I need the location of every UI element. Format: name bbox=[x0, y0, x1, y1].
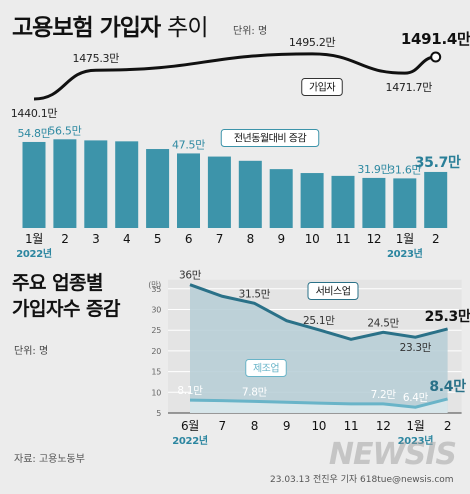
bar-5 bbox=[177, 153, 200, 228]
page-title-bold: 고용보험 가입자 bbox=[12, 15, 161, 41]
total-line-end-marker bbox=[430, 51, 442, 63]
bar-label-13: 35.7만 bbox=[415, 155, 461, 171]
manufacturing-label-6: 7.2만 bbox=[371, 389, 397, 401]
area-xtick-5: 11 bbox=[344, 419, 359, 433]
bar-xtick-1: 2 bbox=[61, 232, 68, 246]
bar-xtick-6: 7 bbox=[216, 232, 223, 246]
area-ytick-25: 25 bbox=[151, 326, 161, 335]
section2-unit: 단위: 명 bbox=[14, 346, 49, 357]
bar-label-5: 47.5만 bbox=[172, 138, 205, 151]
section2-title-line1: 주요 업종별 bbox=[12, 272, 104, 294]
bar-xtick-7: 8 bbox=[247, 232, 254, 246]
bar-10 bbox=[331, 175, 355, 228]
manufacturing-label-7: 6.4만 bbox=[403, 392, 429, 404]
area-ytick-35: 35 bbox=[151, 285, 161, 294]
total-line-legend-callout-box bbox=[301, 78, 343, 96]
area-xtick-6: 12 bbox=[376, 419, 391, 433]
area-ytick-20: 20 bbox=[151, 347, 161, 356]
manufacturing-label-2: 7.8만 bbox=[242, 386, 268, 398]
bar-8 bbox=[269, 169, 293, 228]
bar-2 bbox=[84, 140, 108, 228]
service-label-6: 24.5만 bbox=[367, 317, 399, 329]
bar-label-0: 54.8만 bbox=[17, 127, 50, 140]
area-xtick-8: 2 bbox=[444, 419, 451, 433]
area-xtick-0: 6월 bbox=[181, 419, 199, 433]
bar-legend-callout-box bbox=[220, 129, 320, 147]
newsis-logo-watermark: NEWSIS bbox=[328, 437, 457, 472]
total-line-label-13: 1491.4만 bbox=[401, 30, 470, 48]
area-xtick-4: 10 bbox=[311, 419, 326, 433]
bar-xtick-3: 4 bbox=[123, 232, 130, 246]
service-label-8: 25.3만 bbox=[425, 309, 470, 325]
area-ytick-10: 10 bbox=[151, 388, 161, 397]
service-label-4: 25.1만 bbox=[303, 315, 335, 327]
service-label-0: 36만 bbox=[179, 270, 202, 282]
service-legend-callout: 서비스업 bbox=[316, 285, 351, 298]
manufacturing-legend-callout: 제조업 bbox=[253, 362, 279, 375]
manufacturing-line bbox=[189, 397, 448, 409]
area-xtick-2: 8 bbox=[251, 419, 258, 433]
area-xtick-7: 1월 bbox=[406, 419, 424, 433]
area-ytick-30: 30 bbox=[151, 306, 161, 315]
page-title-light: 추이 bbox=[167, 15, 208, 41]
area-ytick-15: 15 bbox=[151, 368, 161, 377]
bar-xtick-8: 9 bbox=[278, 232, 285, 246]
service-label-2: 31.5만 bbox=[239, 288, 271, 300]
bar-xtick-2: 3 bbox=[92, 232, 99, 246]
area-ylabel: (만) bbox=[148, 281, 161, 290]
bar-1 bbox=[53, 139, 77, 228]
bar-xtick-10: 11 bbox=[336, 232, 351, 246]
bar-9 bbox=[300, 173, 324, 228]
area-year-label-0: 2022년 bbox=[172, 434, 208, 447]
bar-legend-callout: 전년동월대비 증감 bbox=[234, 133, 307, 145]
area-xtick-1: 7 bbox=[219, 419, 226, 433]
area-ytick-5: 5 bbox=[156, 409, 161, 418]
bar-xtick-13: 2 bbox=[432, 232, 439, 246]
total-line-legend-callout: 가입자 bbox=[309, 81, 335, 94]
header-unit: 단위: 명 bbox=[233, 26, 268, 37]
bar-4 bbox=[146, 149, 170, 228]
bar-label-1: 56.5만 bbox=[48, 124, 81, 137]
bar-7 bbox=[238, 160, 262, 228]
section2-title-line2: 가입자수 증감 bbox=[12, 298, 121, 320]
total-line-label-12: 1471.7만 bbox=[386, 81, 433, 94]
bar-12 bbox=[393, 178, 417, 228]
bar-6 bbox=[207, 156, 231, 228]
service-label-7: 23.3만 bbox=[400, 342, 432, 354]
bar-xtick-0: 1월 bbox=[25, 232, 43, 246]
manufacturing-label-0: 8.1만 bbox=[177, 385, 203, 397]
total-line-label-0: 1440.1만 bbox=[11, 107, 58, 120]
bar-label-11: 31.9만 bbox=[357, 163, 390, 176]
section2-title: 주요 업종별 가입자수 증감 bbox=[12, 270, 121, 322]
bar-0 bbox=[22, 141, 46, 228]
manufacturing-label-8: 8.4만 bbox=[429, 379, 466, 395]
bar-13 bbox=[424, 171, 448, 228]
source-text: 자료: 고용노동부 bbox=[14, 454, 85, 465]
bar-year-label-12: 2023년 bbox=[387, 247, 423, 260]
bar-label-12: 31.6만 bbox=[388, 163, 421, 176]
bar-xtick-9: 10 bbox=[305, 232, 320, 246]
total-line bbox=[33, 52, 436, 101]
total-line-label-9: 1495.2만 bbox=[289, 36, 336, 49]
bar-xtick-11: 12 bbox=[367, 232, 382, 246]
credit-text: 23.03.13 전진우 기자 618tue@newsis.com bbox=[270, 475, 454, 485]
total-line-label-2: 1475.3만 bbox=[73, 52, 120, 65]
bar-3 bbox=[115, 141, 139, 228]
bar-xtick-5: 6 bbox=[185, 232, 192, 246]
bar-11 bbox=[362, 177, 386, 228]
manufacturing-legend-callout-box bbox=[245, 359, 287, 377]
bar-year-label-0: 2022년 bbox=[16, 247, 52, 260]
service-area-fill bbox=[190, 284, 448, 413]
page-title: 고용보험 가입자 추이 bbox=[12, 8, 208, 42]
bar-xtick-12: 1월 bbox=[396, 232, 414, 246]
service-line bbox=[189, 283, 448, 341]
area-xtick-3: 9 bbox=[283, 419, 290, 433]
bar-xtick-4: 5 bbox=[154, 232, 161, 246]
area-year-label-7: 2023년 bbox=[398, 434, 434, 447]
service-legend-callout-box bbox=[307, 282, 359, 300]
